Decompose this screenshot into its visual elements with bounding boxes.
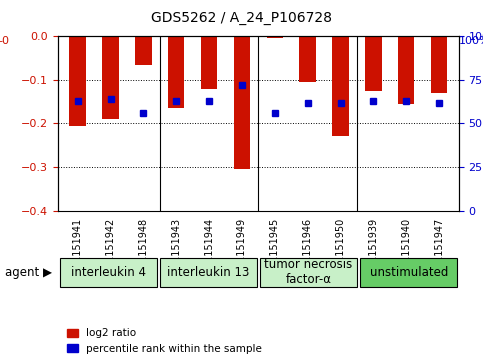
Bar (267, 36, 283, 38)
FancyBboxPatch shape (260, 258, 357, 287)
Bar (102, 36, 119, 119)
Text: unstimulated: unstimulated (369, 266, 448, 279)
Text: -0: -0 (0, 36, 10, 46)
Bar (168, 36, 185, 108)
Text: agent ▶: agent ▶ (5, 266, 52, 279)
Text: interleukin 4: interleukin 4 (71, 266, 145, 279)
Bar (135, 36, 152, 65)
Bar (299, 36, 316, 82)
FancyBboxPatch shape (360, 258, 457, 287)
Bar (431, 36, 447, 93)
Bar (70, 36, 86, 126)
Text: interleukin 13: interleukin 13 (167, 266, 250, 279)
Bar (332, 36, 349, 136)
FancyBboxPatch shape (160, 258, 257, 287)
Text: GDS5262 / A_24_P106728: GDS5262 / A_24_P106728 (151, 11, 332, 25)
Legend: log2 ratio, percentile rank within the sample: log2 ratio, percentile rank within the s… (63, 324, 266, 358)
Text: 100%: 100% (459, 36, 483, 46)
Bar (365, 36, 382, 91)
Bar (201, 36, 217, 89)
Bar (234, 36, 250, 169)
FancyBboxPatch shape (59, 258, 156, 287)
Bar (398, 36, 414, 104)
Text: tumor necrosis
factor-α: tumor necrosis factor-α (264, 258, 353, 286)
